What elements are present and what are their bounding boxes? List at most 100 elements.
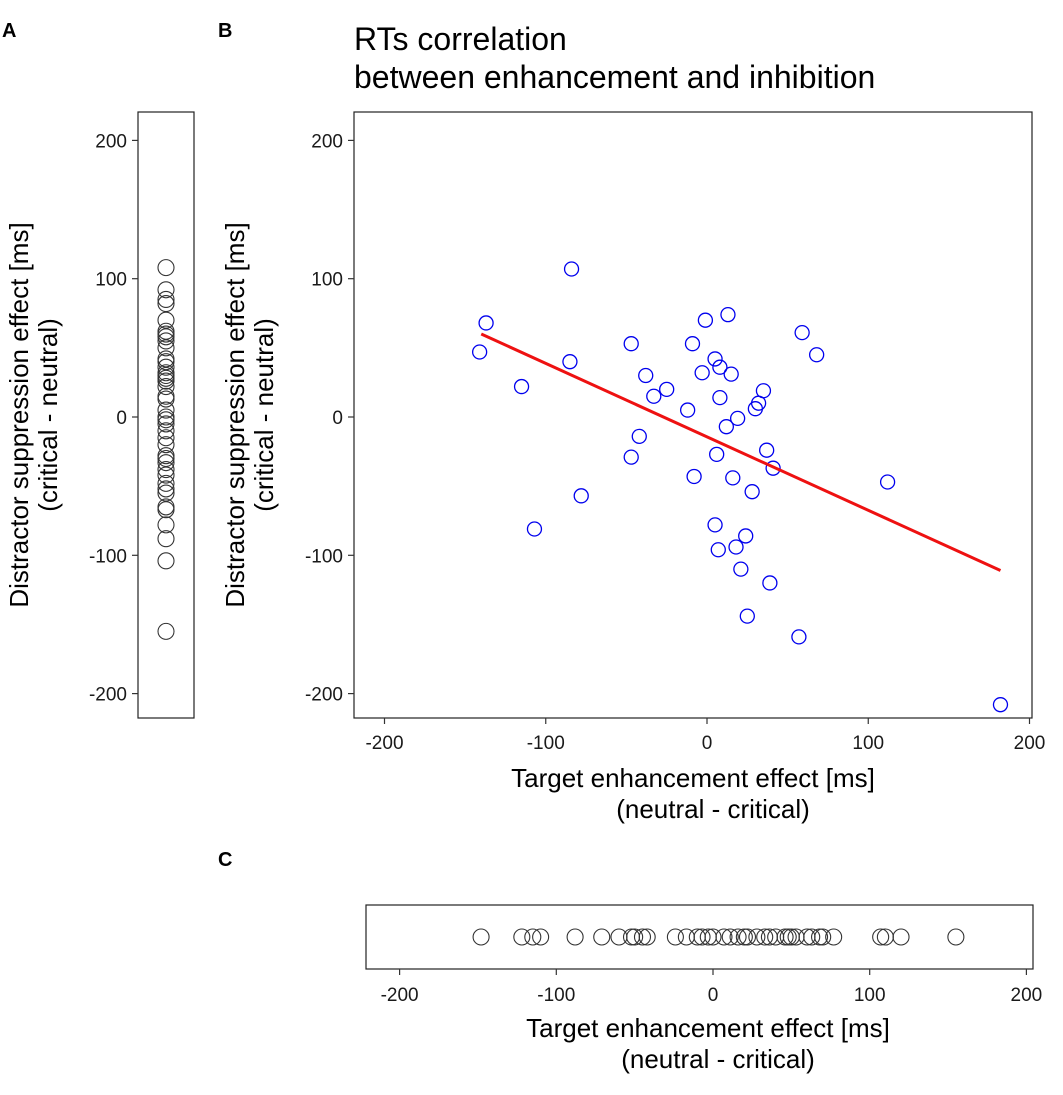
panel-b-point xyxy=(712,389,728,406)
panel-b-point xyxy=(762,575,778,591)
panel-a-point xyxy=(157,339,175,357)
panel-a-point xyxy=(157,436,175,454)
panel-c-point xyxy=(779,928,797,946)
panel-c-point xyxy=(532,928,550,946)
panel-a-point xyxy=(157,530,175,548)
panel-c-point xyxy=(825,928,843,946)
panel-c-point xyxy=(748,928,766,946)
panel-c-point xyxy=(738,928,757,946)
panel-b-point xyxy=(646,388,662,404)
panel-a-point xyxy=(157,422,175,440)
panel-b-subtitle: between enhancement and inhibition xyxy=(354,59,875,95)
panel-a-y-tick-label: 100 xyxy=(95,270,127,291)
panel-c-point xyxy=(472,928,490,946)
panel-b-point xyxy=(638,367,654,384)
panel-b-point xyxy=(755,383,772,399)
panel-a-point xyxy=(157,466,175,484)
panel-b-point xyxy=(697,312,714,328)
panel-c-point xyxy=(776,928,794,946)
panel-b-points xyxy=(471,261,1009,713)
panel-b-y-tick-label: 0 xyxy=(332,408,343,429)
panel-b-point xyxy=(992,697,1009,713)
panel-c-point xyxy=(947,928,965,946)
panel-c-x-tick-label: 100 xyxy=(854,985,886,1006)
panel-b-y-tick-label: 200 xyxy=(311,131,343,152)
panel-c-x-axis-title: Target enhancement effect [ms] xyxy=(526,1013,890,1043)
panel-b-x-tick-label: -100 xyxy=(527,733,565,754)
panel-a-point xyxy=(157,516,175,534)
panel-c-x-tick-label: 0 xyxy=(708,985,719,1006)
panel-b-point xyxy=(879,474,896,490)
panel-c-point xyxy=(872,928,890,946)
panel-c-point xyxy=(721,928,739,946)
panel-c-x-tick-label: -100 xyxy=(537,985,575,1006)
panel-b-y-tick-label: 100 xyxy=(311,270,343,291)
panel-b-point xyxy=(710,542,726,558)
panel-a-point xyxy=(157,290,175,308)
panel-b-x-tick-label: -200 xyxy=(365,733,403,754)
panel-a-point xyxy=(157,480,175,498)
panel-c-point xyxy=(610,928,628,946)
panel-b-point xyxy=(809,347,825,363)
panel-b-y-axis-subtitle: (critical - neutral) xyxy=(249,318,279,512)
panel-c-point xyxy=(803,928,821,946)
panel-b-point xyxy=(744,484,760,500)
panel-b-title: RTs correlation xyxy=(354,21,567,57)
panel-b-x-tick-label: 100 xyxy=(852,733,884,754)
panel-b-point xyxy=(471,344,488,360)
panel-c-point xyxy=(756,928,774,946)
panel-b-point xyxy=(707,517,723,533)
panel-a-point xyxy=(157,429,175,447)
panel-c-point xyxy=(811,928,829,946)
panel-c-point xyxy=(693,928,711,946)
panel-a-point xyxy=(157,378,175,396)
panel-c-point xyxy=(593,928,611,946)
panel-c-frame xyxy=(365,904,1034,970)
panel-c-x-axis-subtitle: (neutral - critical) xyxy=(621,1044,815,1074)
panel-b-point xyxy=(733,561,749,577)
panel-b-y-tick-label: -200 xyxy=(305,685,343,706)
panel-c-point xyxy=(638,928,656,946)
panel-a-point xyxy=(157,622,175,640)
panel-b-point xyxy=(794,324,810,341)
panel-a-y-tick-label: 0 xyxy=(116,408,127,429)
panel-b-point xyxy=(478,315,494,331)
panel-a-point xyxy=(157,449,175,468)
panel-b-point xyxy=(720,307,736,323)
panel-b-point xyxy=(562,354,578,370)
panel-a-point xyxy=(157,372,175,390)
panel-c-point xyxy=(798,928,816,946)
panel-a-point xyxy=(157,474,175,492)
panel-b-point xyxy=(623,336,639,352)
panel-b-x-axis-title: Target enhancement effect [ms] xyxy=(511,763,875,793)
panel-a-point xyxy=(157,358,175,376)
panel-c-x-axis: -200 -100 0 100 200 xyxy=(381,969,1042,1006)
panel-a-points xyxy=(157,259,175,640)
panel-c-point xyxy=(626,928,644,946)
panel-a-frame xyxy=(137,111,195,719)
panel-b-point xyxy=(729,410,746,427)
panel-a-point xyxy=(157,259,175,277)
panel-c-point xyxy=(876,928,894,946)
panel-a-y-axis: -200 -100 0 100 200 xyxy=(89,131,138,706)
panel-b-point xyxy=(680,402,696,418)
panel-b-point xyxy=(563,261,580,277)
panel-a-point xyxy=(157,332,175,350)
panel-a-point xyxy=(157,484,175,502)
panel-a-point xyxy=(157,411,175,429)
panel-letter-b: B xyxy=(218,20,232,42)
panel-a-point xyxy=(157,281,175,299)
panel-a-point xyxy=(157,461,175,479)
panel-a-y-tick-label: -200 xyxy=(89,685,127,706)
panel-a-point xyxy=(157,328,175,346)
panel-b-point xyxy=(725,470,741,486)
panel-letter-c: C xyxy=(218,849,232,871)
panel-b-point xyxy=(694,365,710,381)
panel-c-point xyxy=(715,928,733,946)
panel-b-point xyxy=(631,428,647,445)
panel-a-point xyxy=(157,295,175,313)
panel-b-regression xyxy=(480,332,1002,572)
panel-b-y-tick-label: -100 xyxy=(305,546,343,567)
panel-c-point xyxy=(892,928,910,946)
panel-b-x-tick-label: 0 xyxy=(702,733,713,754)
